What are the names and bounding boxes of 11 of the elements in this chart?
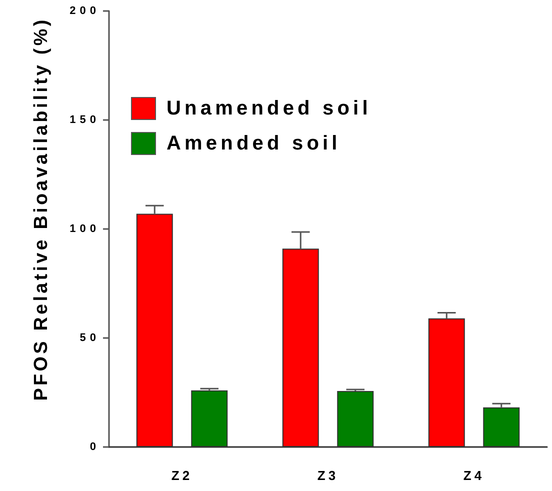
y-tick-label: 100: [70, 223, 100, 235]
y-axis-title: PFOS Relative Bioavailability (%): [31, 17, 52, 401]
x-tick-label: Z4: [463, 468, 485, 483]
y-tick-label: 0: [90, 441, 100, 453]
y-tick-label: 150: [70, 114, 100, 126]
y-tick-label: 50: [80, 332, 100, 344]
legend-label: Unamended soil: [166, 98, 372, 120]
x-tick-label: Z2: [171, 468, 193, 483]
x-tick-label: Z3: [317, 468, 339, 483]
y-tick-label: 200: [70, 5, 100, 17]
legend-label: Amended soil: [166, 132, 341, 154]
